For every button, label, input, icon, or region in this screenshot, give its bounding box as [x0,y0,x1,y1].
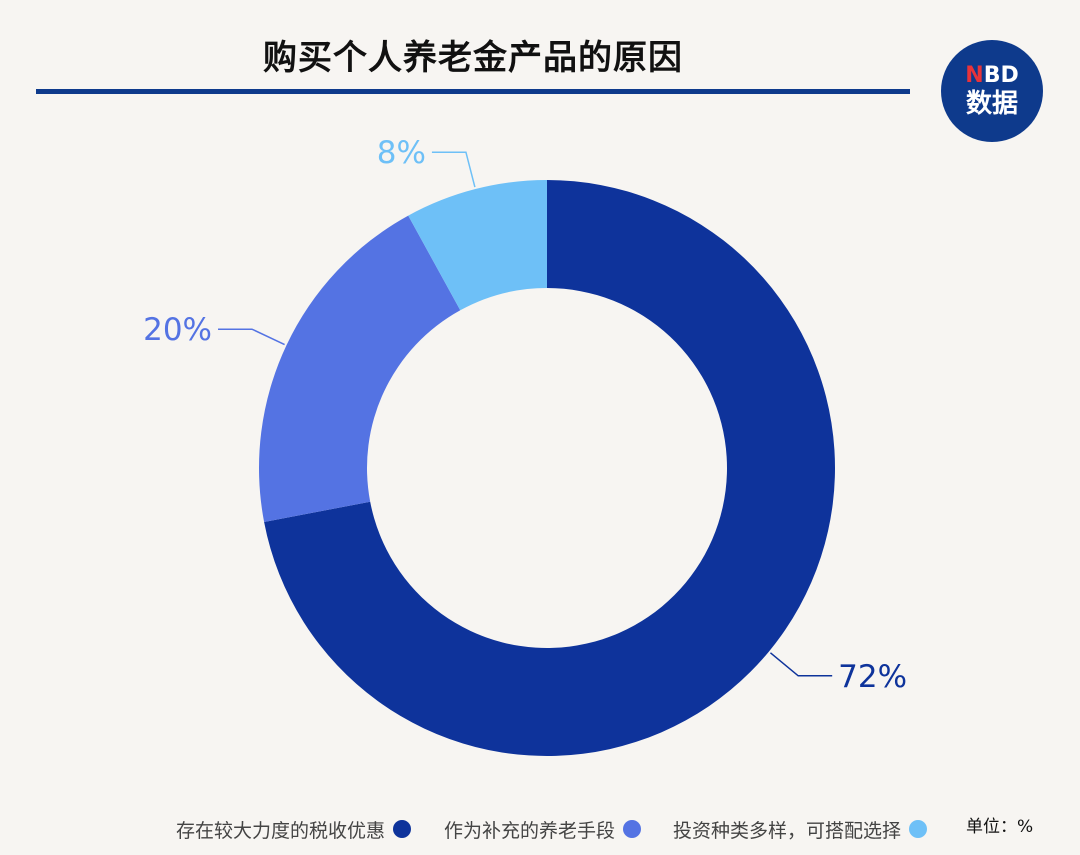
logo-text-top: NBD [965,63,1019,88]
logo-text-bottom: 数据 [965,89,1018,119]
donut-slice-0 [264,180,835,757]
value-label-0: 72% [838,659,907,695]
legend-swatch [393,820,412,838]
donut-chart: 72% 20% 8% [143,135,907,757]
chart-legend: 存在较大力度的税收优惠 作为补充的养老手段 投资种类多样，可搭配选择 [0,813,1080,845]
legend-item-supplementary-pension: 作为补充的养老手段 [444,813,642,845]
legend-label: 作为补充的养老手段 [444,819,616,842]
legend-swatch [909,820,928,838]
leader-line-0 [769,652,833,677]
donut-slice-2 [408,180,547,311]
legend-item-diverse-investment: 投资种类多样，可搭配选择 [673,813,928,845]
legend-item-tax-incentive: 存在较大力度的税收优惠 [176,813,412,845]
title-underline [36,89,910,94]
unit-label: 单位：% [966,817,1034,837]
legend-label: 存在较大力度的税收优惠 [176,819,386,842]
value-label-1: 20% [143,312,212,348]
leader-line-2 [431,151,476,188]
leader-line-1 [218,328,285,346]
legend-swatch [623,820,642,838]
legend-label: 投资种类多样，可搭配选择 [673,819,902,842]
nbd-data-logo: NBD 数据 [941,40,1043,142]
page-title: 购买个人养老金产品的原因 [263,38,683,78]
value-label-2: 8% [377,135,426,171]
donut-slice-1 [258,215,461,522]
